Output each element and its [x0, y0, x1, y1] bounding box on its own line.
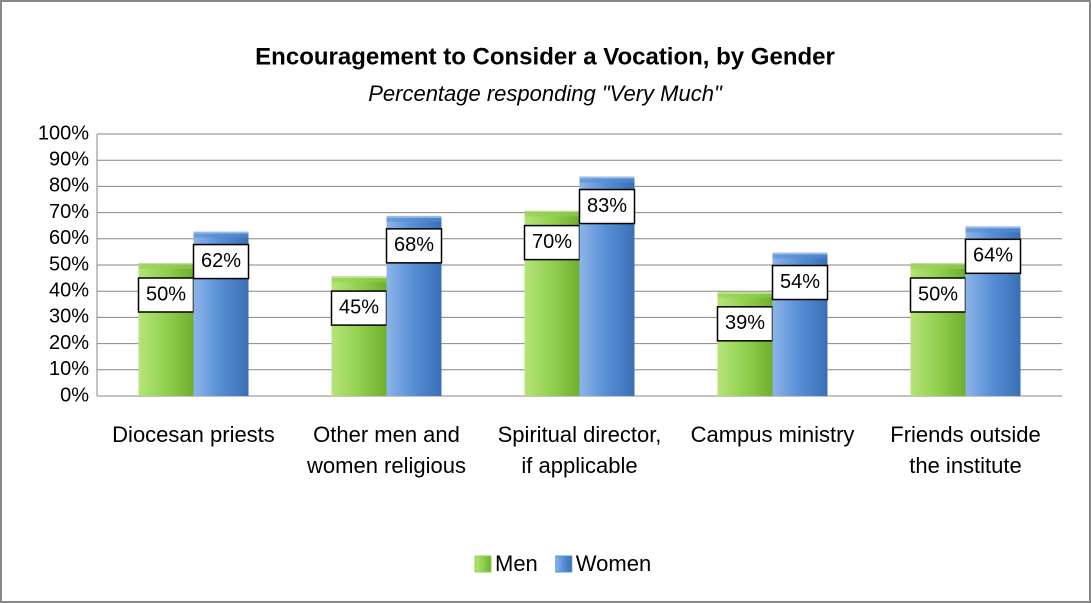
y-tick-label: 50% — [49, 253, 89, 275]
data-label: 70% — [532, 231, 572, 253]
data-label-box — [771, 264, 829, 301]
x-tick-label: Spiritual director, if applicable — [498, 422, 662, 478]
data-label: 62% — [201, 250, 241, 272]
y-tick-label: 70% — [49, 201, 89, 223]
x-tick-label: Friends outside the institute — [890, 422, 1040, 478]
legend-label: Men — [495, 551, 538, 576]
y-tick-label: 40% — [49, 279, 89, 301]
y-tick-label: 90% — [49, 148, 89, 170]
x-tick-label: Diocesan priests — [112, 422, 275, 447]
legend-swatch — [555, 555, 573, 573]
bar-top — [193, 231, 249, 238]
y-tick-label: 60% — [49, 227, 89, 249]
data-label-box — [716, 306, 774, 342]
chart-title: Encouragement to Consider a Vocation, by… — [255, 43, 835, 70]
data-label: 50% — [918, 283, 958, 305]
y-tick-label: 30% — [49, 306, 89, 328]
bar-top — [386, 215, 442, 222]
y-tick-label: 0% — [60, 384, 89, 406]
data-label: 45% — [339, 296, 379, 318]
y-tick-label: 10% — [49, 358, 89, 380]
bar-top — [524, 210, 580, 217]
legend-label: Women — [576, 551, 651, 576]
y-tick-label: 80% — [49, 175, 89, 197]
bar-top — [138, 263, 194, 269]
data-label-box — [330, 290, 388, 326]
legend-swatch — [474, 555, 492, 573]
data-label: 50% — [146, 283, 186, 305]
data-label: 83% — [587, 195, 627, 217]
data-label-box — [964, 238, 1022, 275]
chart-subtitle: Percentage responding "Very Much" — [368, 81, 723, 106]
data-label: 68% — [394, 234, 434, 256]
bar-top — [910, 263, 966, 269]
data-label: 39% — [725, 312, 765, 334]
y-tick-label: 100% — [38, 122, 89, 144]
data-label: 54% — [780, 271, 820, 293]
data-label-box — [578, 188, 636, 225]
y-tick-label: 20% — [49, 332, 89, 354]
x-tick-label: Other men and women religious — [306, 422, 466, 478]
bar-top — [579, 176, 635, 183]
bar-top — [772, 252, 828, 259]
data-label-box — [909, 277, 967, 313]
data-label-box — [192, 243, 250, 280]
data-label: 64% — [973, 245, 1013, 267]
x-tick-label: Campus ministry — [691, 422, 855, 447]
data-label-box — [385, 228, 443, 264]
bar-top — [965, 226, 1021, 233]
bar-top — [717, 291, 773, 298]
bar-top — [331, 276, 387, 283]
